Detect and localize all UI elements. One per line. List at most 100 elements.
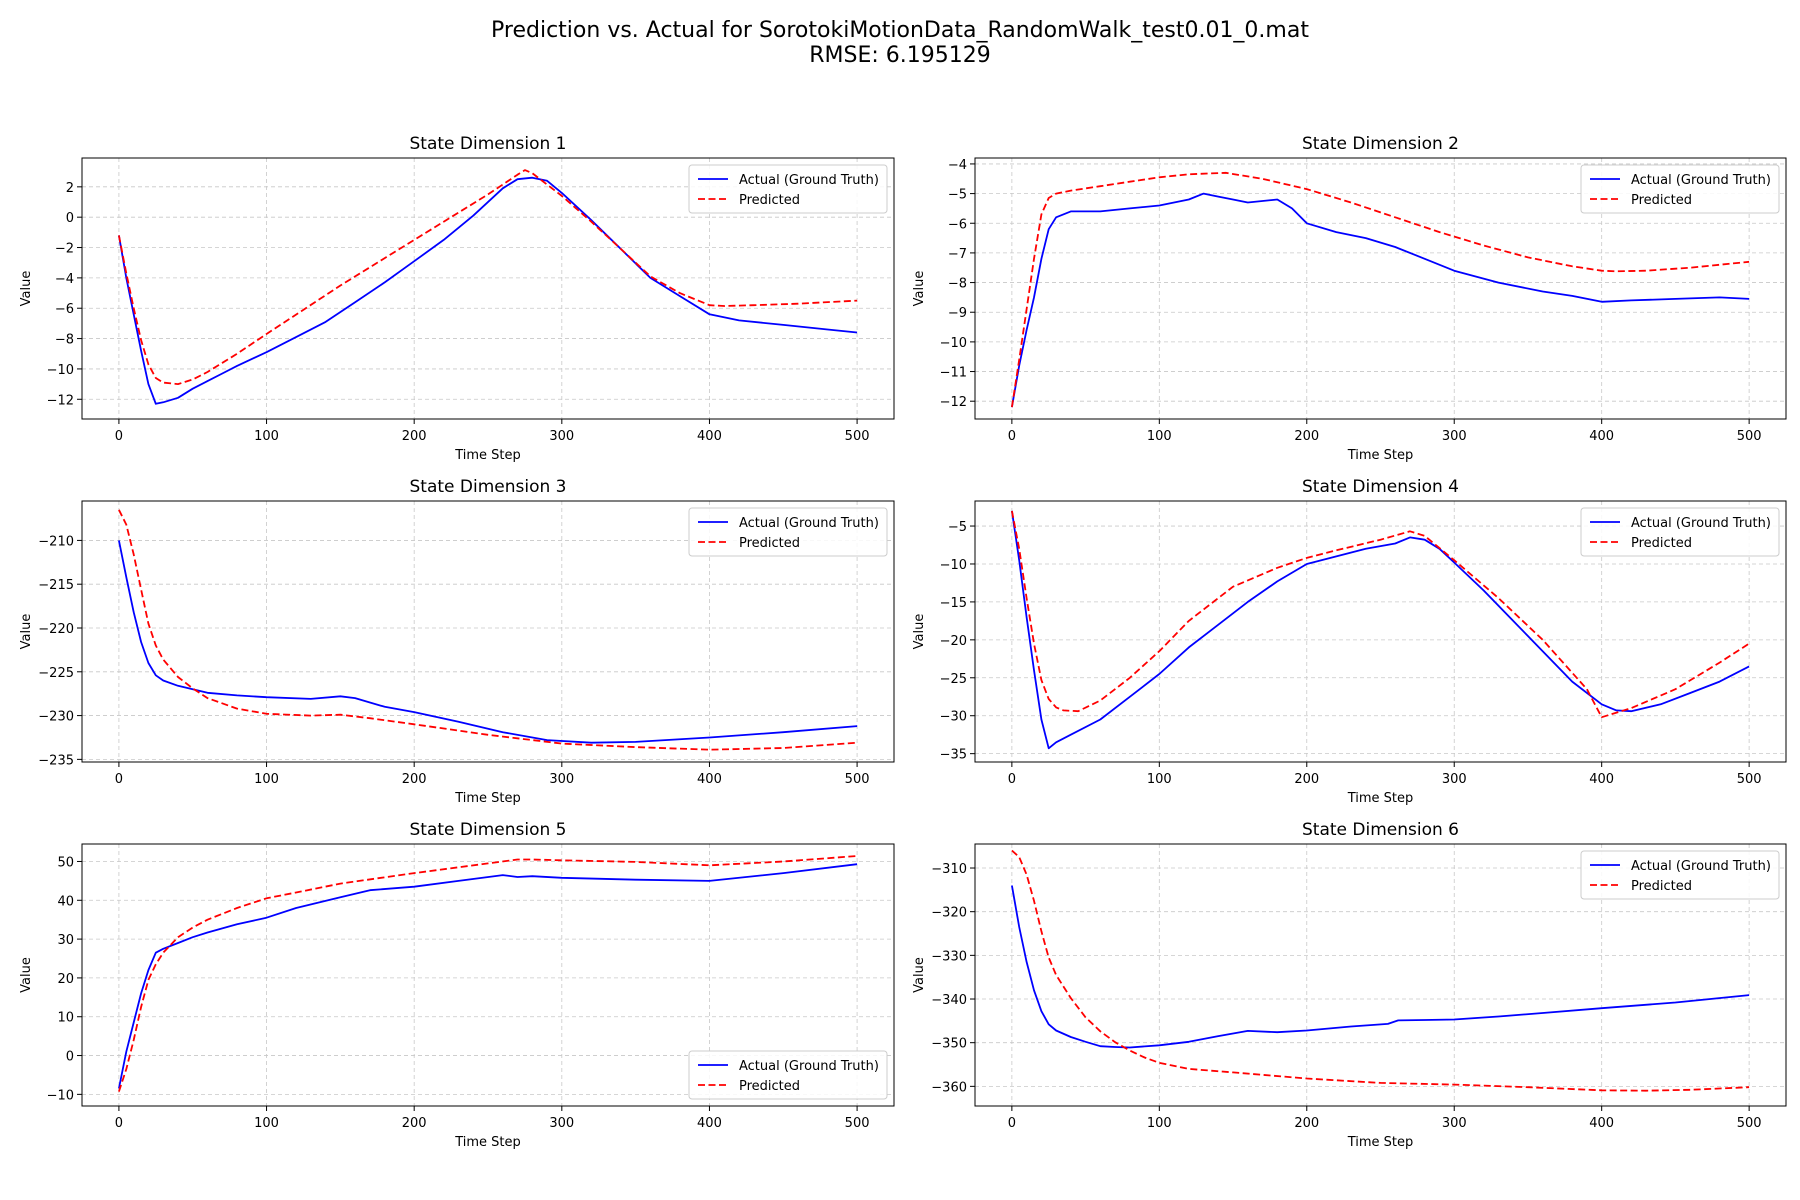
- y-tick-label: 2: [66, 181, 74, 196]
- legend: Actual (Ground Truth) Predicted: [688, 1050, 888, 1100]
- x-tick-label: 400: [697, 772, 722, 787]
- series-line-actual: [118, 176, 858, 405]
- axes-frame: [974, 157, 1787, 420]
- chart-title: State Dimension 5: [410, 820, 567, 840]
- axes-frame: [81, 843, 895, 1107]
- figure-subtitle-rmse: RMSE: 6.195129: [809, 43, 991, 68]
- chart-title: State Dimension 3: [410, 477, 567, 497]
- legend-label-predicted: Predicted: [739, 536, 800, 551]
- x-tick-label: 100: [1147, 1116, 1172, 1131]
- y-axis-label: Value: [912, 957, 927, 993]
- x-tick-label: 300: [1442, 1116, 1467, 1131]
- x-tick-label: 100: [1147, 429, 1172, 444]
- chart-panel-6: 0 100 200 300 400 500 −360 −350 −340 −330 −320 −310…: [912, 820, 1787, 1150]
- y-tick-label: −10: [47, 363, 74, 378]
- x-tick-label: 0: [115, 429, 123, 444]
- y-tick-label: −235: [38, 753, 74, 768]
- series-line-actual: [1011, 885, 1750, 1049]
- x-tick-label: 300: [1442, 772, 1467, 787]
- series-line-actual: [1011, 192, 1750, 408]
- y-tick-label: −12: [940, 395, 967, 410]
- legend-label-predicted: Predicted: [739, 1079, 800, 1094]
- y-tick-label: −225: [38, 666, 74, 681]
- chart-panel-3: 0 100 200 300 400 500 −235 −230 −225 −220 −215 −210…: [19, 477, 895, 806]
- y-tick-label: −10: [47, 1088, 74, 1103]
- series-line-predicted: [118, 169, 858, 386]
- chart-panel-2: 0 100 200 300 400 500 −12 −11 −10 −9 −8 −7 −6 −5 −4 Sta…: [912, 134, 1787, 463]
- x-tick-label: 200: [402, 772, 427, 787]
- y-tick-label: 40: [57, 894, 74, 909]
- y-tick-label: −11: [940, 366, 967, 381]
- y-tick-label: −25: [940, 672, 967, 687]
- series-line-predicted: [1011, 171, 1750, 408]
- x-tick-label: 400: [1589, 429, 1614, 444]
- y-tick-label: −12: [47, 393, 74, 408]
- legend-label-actual: Actual (Ground Truth): [1631, 516, 1771, 531]
- y-tick-label: −35: [940, 748, 967, 763]
- x-tick-label: 400: [1589, 1116, 1614, 1131]
- figure-title: Prediction vs. Actual for SorotokiMotion…: [0, 18, 1800, 68]
- y-tick-label: −350: [931, 1037, 967, 1052]
- y-tick-label: 0: [66, 211, 74, 226]
- series-line-actual: [1011, 510, 1750, 750]
- x-axis-label: Time Step: [1347, 448, 1414, 463]
- y-tick-label: −5: [948, 188, 967, 203]
- x-tick-label: 0: [115, 1116, 123, 1131]
- x-tick-label: 400: [697, 1116, 722, 1131]
- legend: Actual (Ground Truth) Predicted: [1580, 164, 1780, 214]
- y-tick-label: −330: [931, 949, 967, 964]
- legend-label-predicted: Predicted: [739, 193, 800, 208]
- x-tick-label: 500: [1737, 429, 1762, 444]
- x-tick-label: 100: [1147, 772, 1172, 787]
- y-tick-label: −15: [940, 596, 967, 611]
- axes-frame: [974, 843, 1787, 1107]
- x-tick-label: 100: [254, 429, 279, 444]
- chart-panel-1: 0 100 200 300 400 500 −12 −10 −8 −6 −4 −2 0 2 State Di…: [19, 134, 895, 463]
- chart-title: State Dimension 1: [410, 134, 567, 154]
- x-tick-label: 500: [1737, 1116, 1762, 1131]
- y-axis-label: Value: [19, 957, 34, 993]
- y-tick-label: −8: [55, 333, 74, 348]
- y-tick-label: 50: [57, 855, 74, 870]
- x-tick-label: 500: [845, 772, 870, 787]
- chart-title: State Dimension 6: [1302, 820, 1459, 840]
- legend-label-actual: Actual (Ground Truth): [739, 173, 879, 188]
- y-tick-label: 20: [57, 972, 74, 987]
- y-tick-label: −7: [948, 247, 967, 262]
- y-axis-label: Value: [19, 614, 34, 650]
- y-tick-label: −10: [940, 558, 967, 573]
- x-axis-label: Time Step: [454, 448, 521, 463]
- axes-frame: [81, 500, 895, 763]
- x-tick-label: 0: [1008, 429, 1016, 444]
- y-tick-label: −6: [55, 302, 74, 317]
- axes-frame: [974, 500, 1787, 763]
- x-tick-label: 300: [549, 772, 574, 787]
- x-tick-label: 400: [697, 429, 722, 444]
- legend-box: [1580, 850, 1780, 900]
- y-tick-label: 0: [66, 1050, 74, 1065]
- legend-label-actual: Actual (Ground Truth): [739, 516, 879, 531]
- y-tick-label: −5: [948, 520, 967, 535]
- x-tick-label: 0: [1008, 772, 1016, 787]
- series-line-predicted: [118, 855, 858, 1092]
- series-line-actual: [118, 863, 858, 1089]
- series-line-predicted: [118, 509, 858, 751]
- x-tick-label: 500: [1737, 772, 1762, 787]
- legend-label-predicted: Predicted: [1631, 193, 1692, 208]
- chart-title: State Dimension 2: [1302, 134, 1459, 154]
- x-axis-label: Time Step: [1347, 791, 1414, 806]
- x-tick-label: 200: [1294, 772, 1319, 787]
- figure-title-line-1: Prediction vs. Actual for SorotokiMotion…: [491, 18, 1309, 43]
- x-tick-label: 200: [1294, 429, 1319, 444]
- y-tick-label: −20: [940, 634, 967, 649]
- x-tick-label: 300: [549, 429, 574, 444]
- series-line-predicted: [1011, 510, 1750, 719]
- y-tick-label: −4: [948, 158, 967, 173]
- x-tick-label: 0: [1008, 1116, 1016, 1131]
- legend-label-actual: Actual (Ground Truth): [1631, 173, 1771, 188]
- x-tick-label: 100: [254, 1116, 279, 1131]
- x-tick-label: 500: [845, 429, 870, 444]
- y-tick-label: −340: [931, 993, 967, 1008]
- y-tick-label: −215: [38, 578, 74, 593]
